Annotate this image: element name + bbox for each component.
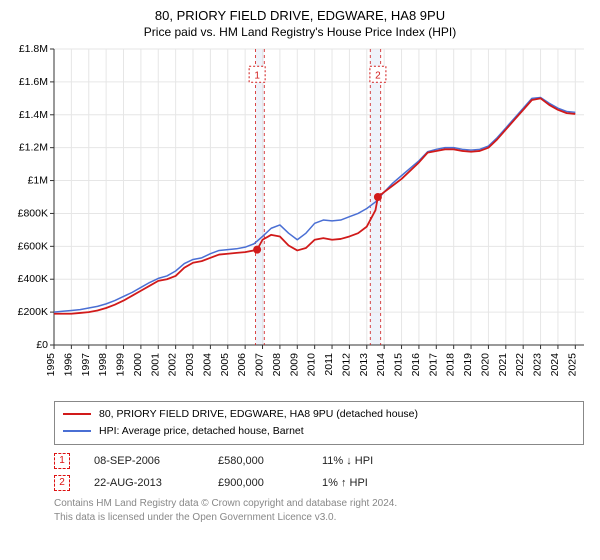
svg-text:2002: 2002 — [167, 353, 179, 377]
svg-text:2023: 2023 — [532, 353, 544, 377]
svg-text:2018: 2018 — [445, 353, 457, 377]
svg-text:2015: 2015 — [393, 353, 405, 377]
svg-text:2012: 2012 — [340, 353, 352, 377]
svg-text:£1.2M: £1.2M — [19, 142, 48, 154]
svg-text:2007: 2007 — [254, 353, 266, 377]
svg-text:1996: 1996 — [62, 353, 74, 377]
sale-hpi-delta: 1% ↑ HPI — [322, 477, 402, 489]
svg-text:2013: 2013 — [358, 353, 370, 377]
footer-line-1: Contains HM Land Registry data © Crown c… — [54, 497, 584, 511]
svg-text:£1.8M: £1.8M — [19, 45, 48, 55]
svg-text:2017: 2017 — [427, 353, 439, 377]
svg-text:2009: 2009 — [288, 353, 300, 377]
footer-line-2: This data is licensed under the Open Gov… — [54, 511, 584, 525]
svg-text:2: 2 — [375, 70, 381, 81]
sale-price: £900,000 — [218, 477, 298, 489]
chart-container: 80, PRIORY FIELD DRIVE, EDGWARE, HA8 9PU… — [0, 0, 600, 531]
legend-item: 80, PRIORY FIELD DRIVE, EDGWARE, HA8 9PU… — [63, 406, 575, 423]
svg-text:2008: 2008 — [271, 353, 283, 377]
chart-plot: £0 £200K £400K £600K £800K £1M £1.2M £1.4M £1.6M… — [10, 45, 590, 395]
svg-text:2014: 2014 — [375, 353, 387, 377]
svg-text:2011: 2011 — [323, 353, 335, 376]
chart-title: 80, PRIORY FIELD DRIVE, EDGWARE, HA8 9PU — [10, 8, 590, 23]
svg-text:£1.6M: £1.6M — [19, 76, 48, 88]
svg-text:2003: 2003 — [184, 353, 196, 377]
svg-text:£1.4M: £1.4M — [19, 109, 48, 121]
svg-text:1995: 1995 — [45, 353, 57, 377]
svg-text:2019: 2019 — [462, 353, 474, 377]
svg-text:2005: 2005 — [219, 353, 231, 377]
svg-text:1998: 1998 — [97, 353, 109, 377]
sales-table: 1 08-SEP-2006 £580,000 11% ↓ HPI 2 22-AU… — [54, 453, 584, 491]
sales-row: 1 08-SEP-2006 £580,000 11% ↓ HPI — [54, 453, 584, 469]
svg-text:£400K: £400K — [18, 273, 48, 285]
svg-text:£1M: £1M — [28, 175, 48, 187]
legend: 80, PRIORY FIELD DRIVE, EDGWARE, HA8 9PU… — [54, 401, 584, 445]
svg-text:2004: 2004 — [201, 353, 213, 377]
legend-swatch-hpi — [63, 430, 91, 432]
svg-text:£200K: £200K — [18, 306, 48, 318]
svg-text:2006: 2006 — [236, 353, 248, 377]
svg-text:2016: 2016 — [410, 353, 422, 377]
sale-marker-2-icon: 2 — [54, 475, 70, 491]
svg-text:2025: 2025 — [566, 353, 578, 377]
legend-label: HPI: Average price, detached house, Barn… — [99, 423, 304, 440]
svg-text:£0: £0 — [36, 339, 48, 351]
svg-text:1997: 1997 — [80, 353, 92, 377]
legend-label: 80, PRIORY FIELD DRIVE, EDGWARE, HA8 9PU… — [99, 406, 418, 423]
sale-date: 08-SEP-2006 — [94, 455, 194, 467]
sale-marker-1-icon: 1 — [54, 453, 70, 469]
chart-subtitle: Price paid vs. HM Land Registry's House … — [10, 25, 590, 39]
svg-text:2022: 2022 — [514, 353, 526, 377]
svg-text:1999: 1999 — [115, 353, 127, 377]
svg-text:2021: 2021 — [497, 353, 509, 377]
sale-date: 22-AUG-2013 — [94, 477, 194, 489]
svg-text:2010: 2010 — [306, 353, 318, 377]
legend-item: HPI: Average price, detached house, Barn… — [63, 423, 575, 440]
svg-text:£800K: £800K — [18, 207, 48, 219]
svg-text:2024: 2024 — [549, 353, 561, 377]
svg-text:2000: 2000 — [132, 353, 144, 377]
svg-text:2001: 2001 — [149, 353, 161, 377]
sale-price: £580,000 — [218, 455, 298, 467]
attribution-footer: Contains HM Land Registry data © Crown c… — [54, 497, 584, 525]
legend-swatch-property — [63, 413, 91, 415]
svg-text:2020: 2020 — [479, 353, 491, 377]
sales-row: 2 22-AUG-2013 £900,000 1% ↑ HPI — [54, 475, 584, 491]
svg-text:1: 1 — [254, 70, 260, 81]
svg-text:£600K: £600K — [18, 240, 48, 252]
sale-hpi-delta: 11% ↓ HPI — [322, 455, 402, 467]
